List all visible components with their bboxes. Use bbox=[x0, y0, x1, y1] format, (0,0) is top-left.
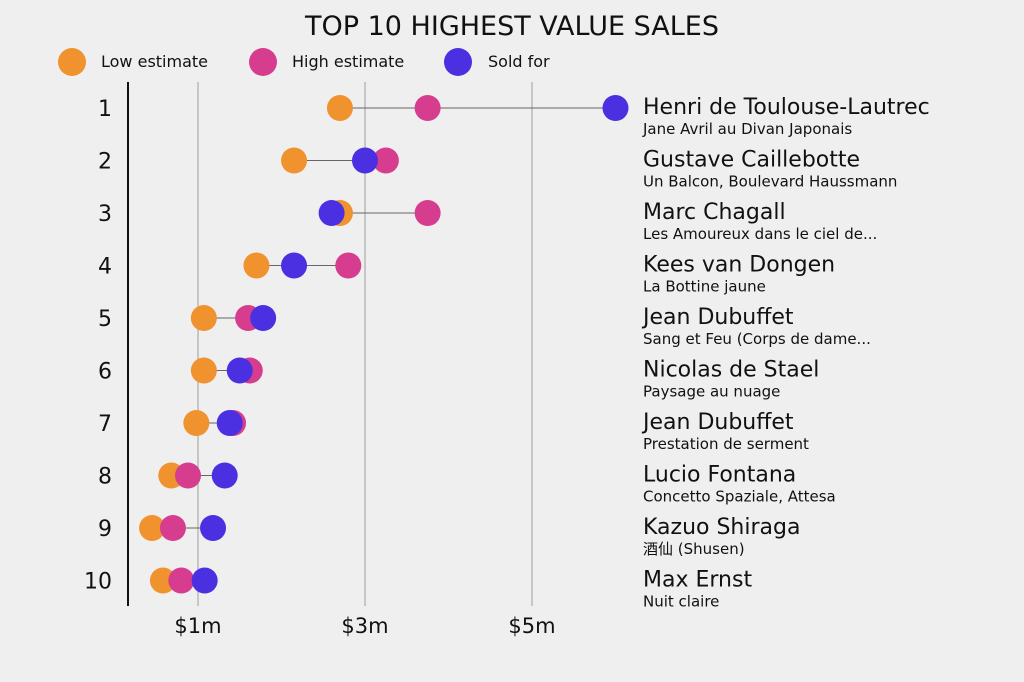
dot-sold bbox=[226, 357, 253, 384]
x-tick-label-0: $1m bbox=[174, 614, 221, 638]
dot-high bbox=[168, 567, 195, 594]
dot-low bbox=[190, 305, 217, 331]
dot-low bbox=[326, 95, 353, 121]
artist-name: Max Ernst bbox=[643, 568, 752, 593]
dot-sold bbox=[211, 462, 238, 489]
dot-sold bbox=[216, 410, 243, 436]
legend-item-sold: Sold for bbox=[444, 48, 550, 76]
legend-label-low: Low estimate bbox=[101, 52, 208, 71]
artist-name: Kazuo Shiraga bbox=[643, 515, 800, 540]
legend-item-low: Low estimate bbox=[58, 48, 208, 76]
dot-low bbox=[183, 410, 210, 436]
dot-sold bbox=[250, 305, 277, 331]
dot-sold bbox=[352, 147, 378, 174]
dot-high bbox=[174, 462, 201, 489]
rank-label: 1 bbox=[98, 97, 112, 122]
legend-swatch-low bbox=[58, 48, 86, 76]
rank-label: 6 bbox=[98, 360, 112, 385]
artwork-title: Sang et Feu (Corps de dame... bbox=[643, 330, 871, 348]
artist-name: Nicolas de Stael bbox=[643, 358, 819, 383]
artwork-title: Un Balcon, Boulevard Haussmann bbox=[643, 173, 897, 191]
dot-low bbox=[149, 567, 176, 594]
legend-swatch-sold bbox=[444, 48, 472, 76]
dot-sold bbox=[318, 200, 345, 226]
dot-high bbox=[159, 515, 186, 541]
rank-label: 2 bbox=[98, 150, 112, 175]
dot-high bbox=[414, 200, 441, 226]
dot-low bbox=[190, 357, 217, 384]
dot-sold bbox=[200, 515, 227, 541]
artwork-title: Nuit claire bbox=[643, 593, 719, 611]
artist-name: Jean Dubuffet bbox=[641, 305, 794, 330]
legend: Low estimate High estimate Sold for bbox=[58, 48, 550, 76]
rank-label: 3 bbox=[98, 202, 112, 227]
rank-label: 9 bbox=[98, 517, 112, 542]
dot-low bbox=[243, 252, 270, 279]
artist-name: Marc Chagall bbox=[643, 200, 786, 225]
legend-label-sold: Sold for bbox=[488, 52, 550, 71]
dot-sold bbox=[281, 252, 308, 279]
x-tick-label-1: $3m bbox=[341, 614, 388, 638]
artwork-title: Paysage au nuage bbox=[643, 383, 780, 401]
chart-title: TOP 10 HIGHEST VALUE SALES bbox=[304, 11, 719, 42]
x-tick-label-2: $5m bbox=[508, 614, 555, 638]
x-axis-ticks: $1m $3m $5m bbox=[174, 614, 555, 638]
dot-high bbox=[414, 95, 441, 121]
dot-low bbox=[139, 515, 166, 541]
legend-label-high: High estimate bbox=[292, 52, 404, 71]
artwork-title: Les Amoureux dans le ciel de... bbox=[643, 225, 877, 243]
artist-name: Kees van Dongen bbox=[643, 253, 835, 278]
artist-name: Lucio Fontana bbox=[643, 463, 796, 488]
artwork-title: Jane Avril au Divan Japonais bbox=[642, 120, 852, 138]
artwork-title: Concetto Spaziale, Attesa bbox=[643, 488, 836, 506]
artist-name: Henri de Toulouse-Lautrec bbox=[643, 95, 930, 120]
artist-name: Gustave Caillebotte bbox=[643, 148, 860, 173]
rank-label: 10 bbox=[84, 570, 112, 595]
dot-high bbox=[372, 147, 399, 174]
artwork-title: Prestation de serment bbox=[643, 435, 809, 453]
rank-label: 4 bbox=[98, 255, 112, 280]
legend-item-high: High estimate bbox=[249, 48, 404, 76]
dot-high bbox=[335, 252, 362, 279]
rank-label: 7 bbox=[98, 412, 112, 437]
dot-sold bbox=[191, 567, 218, 594]
dot-low bbox=[281, 147, 308, 174]
rank-label: 5 bbox=[98, 307, 112, 332]
dot-sold bbox=[602, 95, 629, 121]
legend-swatch-high bbox=[249, 48, 277, 76]
artwork-title: La Bottine jaune bbox=[643, 278, 766, 296]
artwork-title: 酒仙 (Shusen) bbox=[643, 540, 745, 558]
rank-label: 8 bbox=[98, 465, 112, 490]
artist-name: Jean Dubuffet bbox=[641, 410, 794, 435]
